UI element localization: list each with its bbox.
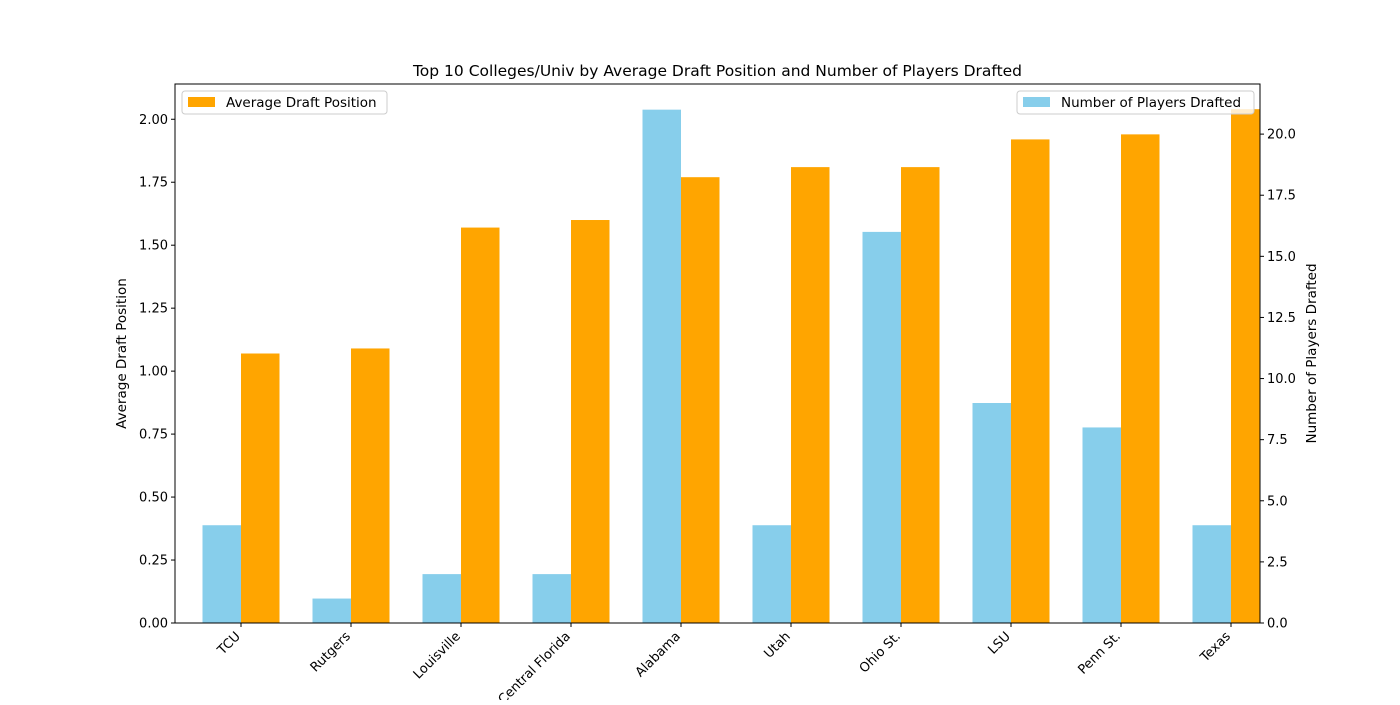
y-left-tick-label-5: 1.25 bbox=[139, 302, 168, 317]
bar-players-drafted-6 bbox=[862, 231, 901, 623]
bar-average-draft-position-6 bbox=[901, 167, 940, 623]
y-right-tick-label-5: 12.5 bbox=[1267, 311, 1296, 326]
y-right-tick-label-2: 5.0 bbox=[1267, 494, 1288, 509]
bar-players-drafted-5 bbox=[752, 525, 791, 623]
x-tick-label-4: Alabama bbox=[633, 629, 684, 680]
y-right-tick-label-4: 10.0 bbox=[1267, 372, 1296, 387]
bars-layer bbox=[202, 109, 1260, 624]
bar-average-draft-position-1 bbox=[351, 348, 390, 623]
bar-average-draft-position-0 bbox=[241, 353, 280, 623]
y-left-tick-label-7: 1.75 bbox=[139, 176, 168, 191]
legend-box-0 bbox=[1016, 90, 1255, 115]
bar-average-draft-position-2 bbox=[461, 227, 500, 623]
x-tick-label-5: Utah bbox=[761, 629, 793, 661]
bar-players-drafted-0 bbox=[202, 525, 241, 623]
y-right-tick-label-6: 15.0 bbox=[1267, 250, 1296, 265]
chart-title: Top 10 Colleges/Univ by Average Draft Po… bbox=[412, 62, 1022, 80]
y-left-tick-label-6: 1.50 bbox=[139, 239, 168, 254]
bar-players-drafted-8 bbox=[1082, 427, 1121, 623]
legend-layer: Average Draft Position Number of Players … bbox=[181, 90, 1255, 115]
x-tick-label-0: TCU bbox=[214, 629, 244, 659]
bar-players-drafted-1 bbox=[312, 598, 351, 623]
x-tick-label-1: Rutgers bbox=[308, 629, 354, 675]
y-axis-left-label: Average Draft Position bbox=[114, 278, 130, 429]
y-left-tick-label-2: 0.50 bbox=[139, 491, 168, 506]
x-tick-label-3: Central Florida bbox=[496, 629, 574, 700]
legend-box-1 bbox=[181, 90, 388, 115]
x-tick-label-6: Ohio St. bbox=[857, 629, 904, 676]
bar-players-drafted-3 bbox=[532, 574, 571, 623]
bar-players-drafted-7 bbox=[972, 403, 1011, 623]
x-tick-label-8: Penn St. bbox=[1075, 629, 1123, 677]
bar-players-drafted-4 bbox=[642, 109, 681, 623]
bar-players-drafted-2 bbox=[422, 574, 461, 623]
y-left-tick-label-8: 2.00 bbox=[139, 113, 168, 128]
y-left-tick-label-4: 1.00 bbox=[139, 365, 168, 380]
legend-swatch-1 bbox=[188, 97, 215, 107]
plot-area-frame bbox=[174, 83, 1261, 624]
x-tick-label-2: Louisville bbox=[411, 629, 464, 682]
legend-label-0: Number of Players Drafted bbox=[1061, 95, 1241, 111]
bar-average-draft-position-3 bbox=[571, 220, 610, 623]
y-right-tick-label-3: 7.5 bbox=[1267, 433, 1288, 448]
bar-average-draft-position-9 bbox=[1231, 109, 1260, 624]
bar-average-draft-position-7 bbox=[1011, 139, 1050, 624]
x-tick-label-7: LSU bbox=[986, 629, 1014, 657]
y-left-tick-label-0: 0.00 bbox=[139, 617, 168, 632]
y-right-tick-label-0: 0.0 bbox=[1267, 617, 1288, 632]
legend-swatch-0 bbox=[1023, 97, 1050, 107]
bar-players-drafted-9 bbox=[1192, 525, 1231, 623]
bar-average-draft-position-8 bbox=[1121, 134, 1160, 623]
bar-average-draft-position-5 bbox=[791, 167, 830, 623]
y-right-tick-label-7: 17.5 bbox=[1267, 189, 1296, 204]
bar-average-draft-position-4 bbox=[681, 177, 720, 623]
y-right-tick-label-1: 2.5 bbox=[1267, 555, 1288, 570]
y-left-tick-label-3: 0.75 bbox=[139, 428, 168, 443]
y-right-tick-label-8: 20.0 bbox=[1267, 128, 1296, 143]
legend-label-1: Average Draft Position bbox=[226, 95, 377, 111]
y-axis-right-label: Number of Players Drafted bbox=[1304, 263, 1320, 443]
x-tick-label-9: Texas bbox=[1197, 629, 1234, 666]
y-left-tick-label-1: 0.25 bbox=[139, 554, 168, 569]
